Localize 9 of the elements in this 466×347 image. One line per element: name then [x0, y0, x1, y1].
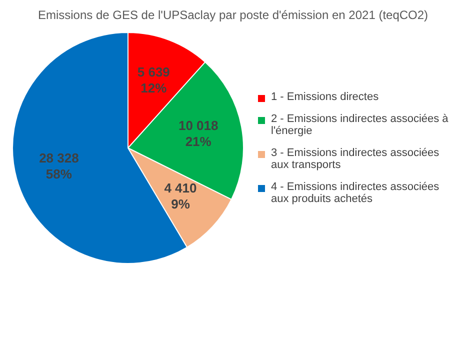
data-label: 10 018 21%	[178, 118, 218, 150]
data-label: 28 328 58%	[39, 150, 79, 182]
legend-label: 1 - Emissions directes	[271, 91, 379, 103]
data-label: 4 410 9%	[164, 180, 197, 212]
legend-label: 4 - Emissions indirectes associées aux produits achetés	[271, 181, 440, 205]
legend-label: 2 - Emissions indirectes associées à l'énergie	[271, 113, 450, 137]
legend-label: 3 - Emissions indirectes associées aux transports	[271, 147, 440, 171]
chart-title: Emissions de GES de l'UPSaclay par poste d'émission en 2021 (teqCO2)	[36, 8, 430, 22]
data-label: 5 639 12%	[137, 64, 170, 96]
